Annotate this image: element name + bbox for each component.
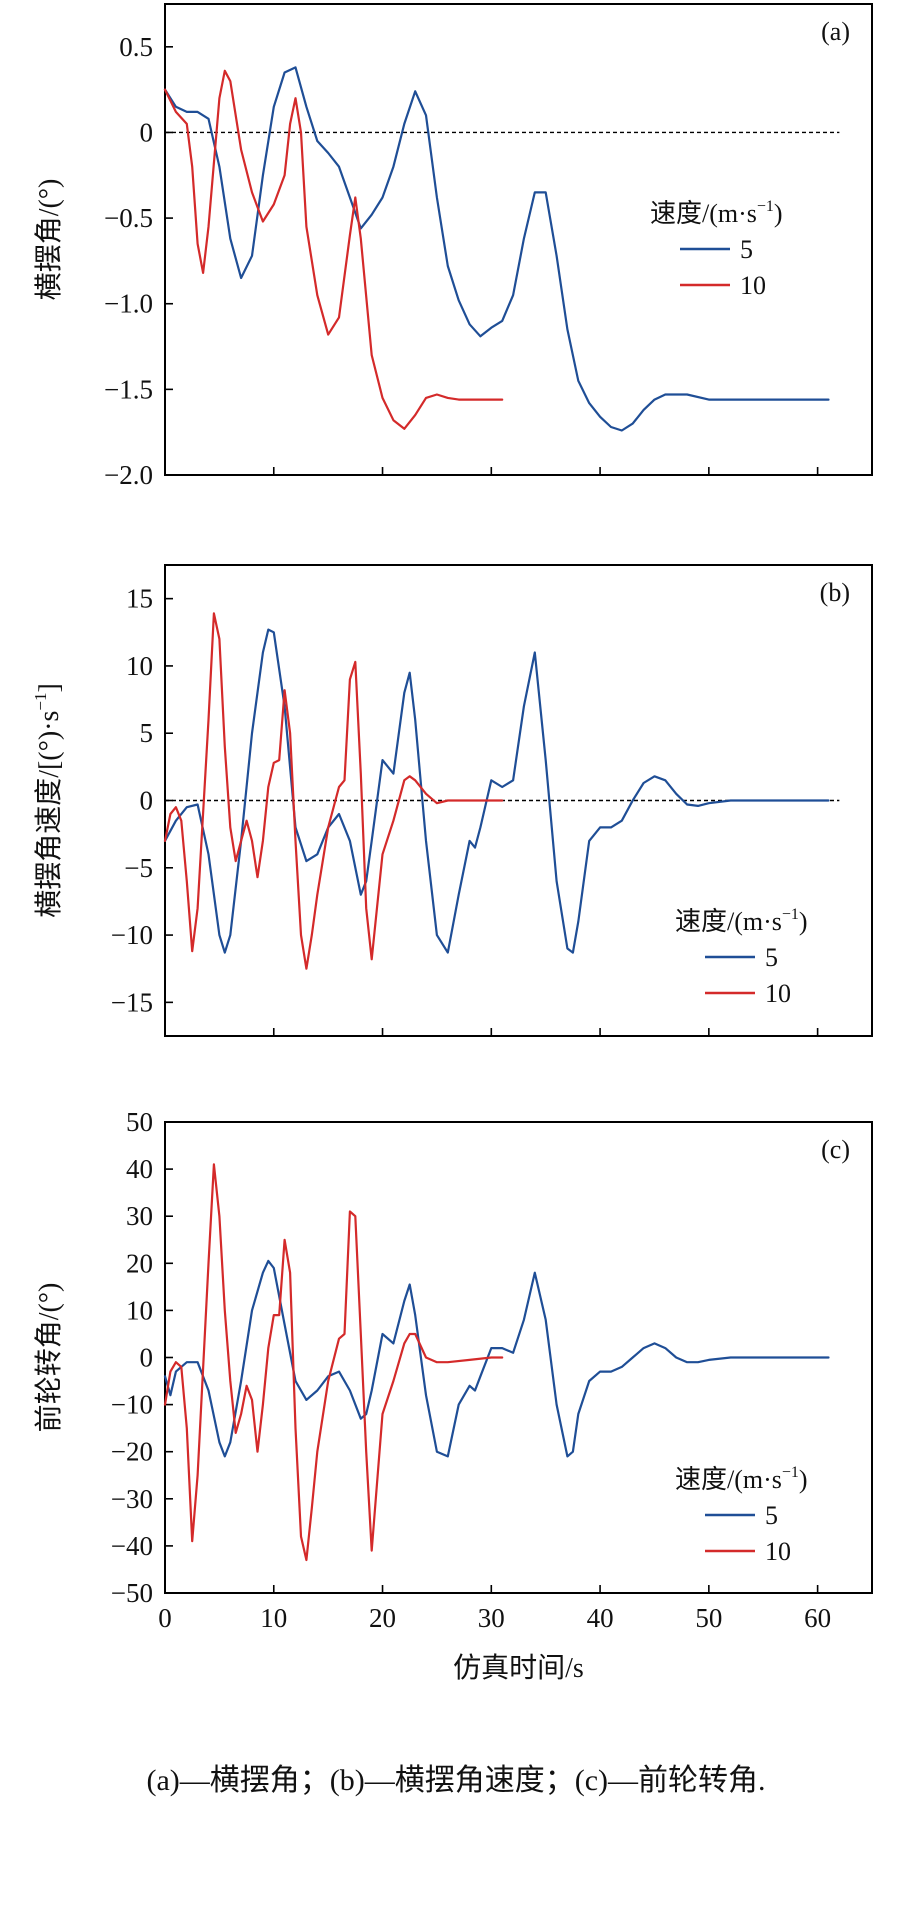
y-tick-label-c-0: 50 bbox=[126, 1107, 153, 1137]
chart-panel-a: 0.5 0 −0.5 −1.0 −1.5 −2.0 横摆角/(°) (a) 速度/(m·s−1)… bbox=[33, 3, 873, 490]
series-line-b-speed-5 bbox=[163, 628, 830, 954]
y-tick-label-c-4: 10 bbox=[126, 1295, 153, 1325]
x-axis-label: 仿真时间/s bbox=[453, 1652, 584, 1684]
legend-title-b: 速度/(m·s−1) bbox=[675, 906, 808, 936]
legend-title-end-a: ) bbox=[774, 199, 783, 228]
y-tick-label-b-6: −15 bbox=[111, 987, 153, 1017]
x-tick-label-c-60: 60 bbox=[804, 1603, 831, 1633]
y-tick-label-b-2: 5 bbox=[140, 718, 154, 748]
legend-title-sup-c: −1 bbox=[782, 1464, 799, 1481]
y-tick-label-c-1: 40 bbox=[126, 1154, 153, 1184]
y-tick-label-c-8: −30 bbox=[111, 1484, 153, 1514]
plot-frame-a bbox=[164, 3, 873, 476]
legend-label-c-speed-5: 5 bbox=[765, 1501, 778, 1530]
y-tick-label-a-4: −1.5 bbox=[104, 374, 153, 404]
y-tick-label-b-0: 15 bbox=[126, 584, 153, 614]
series-line-c-speed-5 bbox=[163, 1259, 830, 1458]
series-line-a-speed-5 bbox=[163, 66, 830, 432]
legend-label-a-speed-5: 5 bbox=[740, 235, 753, 264]
y-tick-label-a-0: 0.5 bbox=[119, 32, 153, 62]
y-tick-label-c-9: −40 bbox=[111, 1531, 153, 1561]
legend-title-c: 速度/(m·s−1) bbox=[675, 1464, 808, 1494]
chart-panel-c: 0 10 20 30 40 50 60 50 40 30 20 10 0 −10 −20 −30 −40 −50 前… bbox=[33, 1107, 873, 1684]
x-tick-label-c-40: 40 bbox=[587, 1603, 614, 1633]
x-tick-label-c-30: 30 bbox=[478, 1603, 505, 1633]
y-tick-label-c-5: 0 bbox=[140, 1343, 154, 1373]
y-axis-label-sup-b: −1 bbox=[31, 693, 50, 711]
y-tick-label-c-2: 30 bbox=[126, 1201, 153, 1231]
y-tick-label-b-4: −5 bbox=[124, 853, 153, 883]
legend-label-c-speed-10: 10 bbox=[765, 1537, 791, 1566]
panel-label-c: (c) bbox=[821, 1135, 850, 1164]
y-axis-label-b: 横摆角速度/[(°)·s−1] bbox=[31, 683, 65, 918]
y-tick-label-c-6: −10 bbox=[111, 1390, 153, 1420]
x-tick-label-c-10: 10 bbox=[260, 1603, 287, 1633]
legend-label-b-speed-10: 10 bbox=[765, 979, 791, 1008]
y-tick-label-c-10: −50 bbox=[111, 1578, 153, 1608]
y-tick-label-c-7: −20 bbox=[111, 1437, 153, 1467]
legend-title-sup-b: −1 bbox=[782, 906, 799, 923]
series-line-b-speed-10 bbox=[163, 612, 504, 970]
chart-panel-b: 151050−5−10−15横摆角速度/[(°)·s−1](b)速度/(m·s−… bbox=[31, 564, 873, 1037]
legend-title-a: 速度/(m·s−1) bbox=[650, 198, 783, 228]
y-tick-label-a-1: 0 bbox=[140, 117, 154, 147]
y-tick-label-a-5: −2.0 bbox=[104, 460, 153, 490]
y-axis-label-c: 前轮转角/(°) bbox=[33, 1283, 65, 1433]
y-tick-label-a-3: −1.0 bbox=[104, 289, 153, 319]
panel-label-a: (a) bbox=[821, 17, 850, 46]
y-tick-label-a-2: −0.5 bbox=[104, 203, 153, 233]
y-axis-label-a: 横摆角/(°) bbox=[33, 179, 65, 301]
x-tick-label-c-0: 0 bbox=[158, 1603, 172, 1633]
x-tick-label-c-20: 20 bbox=[369, 1603, 396, 1633]
legend-label-b-speed-5: 5 bbox=[765, 943, 778, 972]
legend-title-sup-a: −1 bbox=[757, 198, 774, 215]
legend-title-end-b: ) bbox=[799, 907, 808, 936]
series-line-a-speed-10 bbox=[163, 69, 504, 430]
legend-title-end-c: ) bbox=[799, 1465, 808, 1494]
x-tick-label-c-50: 50 bbox=[695, 1603, 722, 1633]
y-axis-label-end-b: ] bbox=[34, 683, 65, 692]
legend-label-a-speed-10: 10 bbox=[740, 271, 766, 300]
panel-label-b: (b) bbox=[820, 578, 850, 607]
y-tick-label-b-5: −10 bbox=[111, 920, 153, 950]
series-line-c-speed-10 bbox=[163, 1163, 504, 1562]
y-tick-label-b-1: 10 bbox=[126, 651, 153, 681]
figure-caption: (a)—横摆角；(b)—横摆角速度；(c)—前轮转角. bbox=[146, 1764, 765, 1797]
y-tick-label-c-3: 20 bbox=[126, 1248, 153, 1278]
y-tick-label-b-3: 0 bbox=[140, 786, 154, 816]
